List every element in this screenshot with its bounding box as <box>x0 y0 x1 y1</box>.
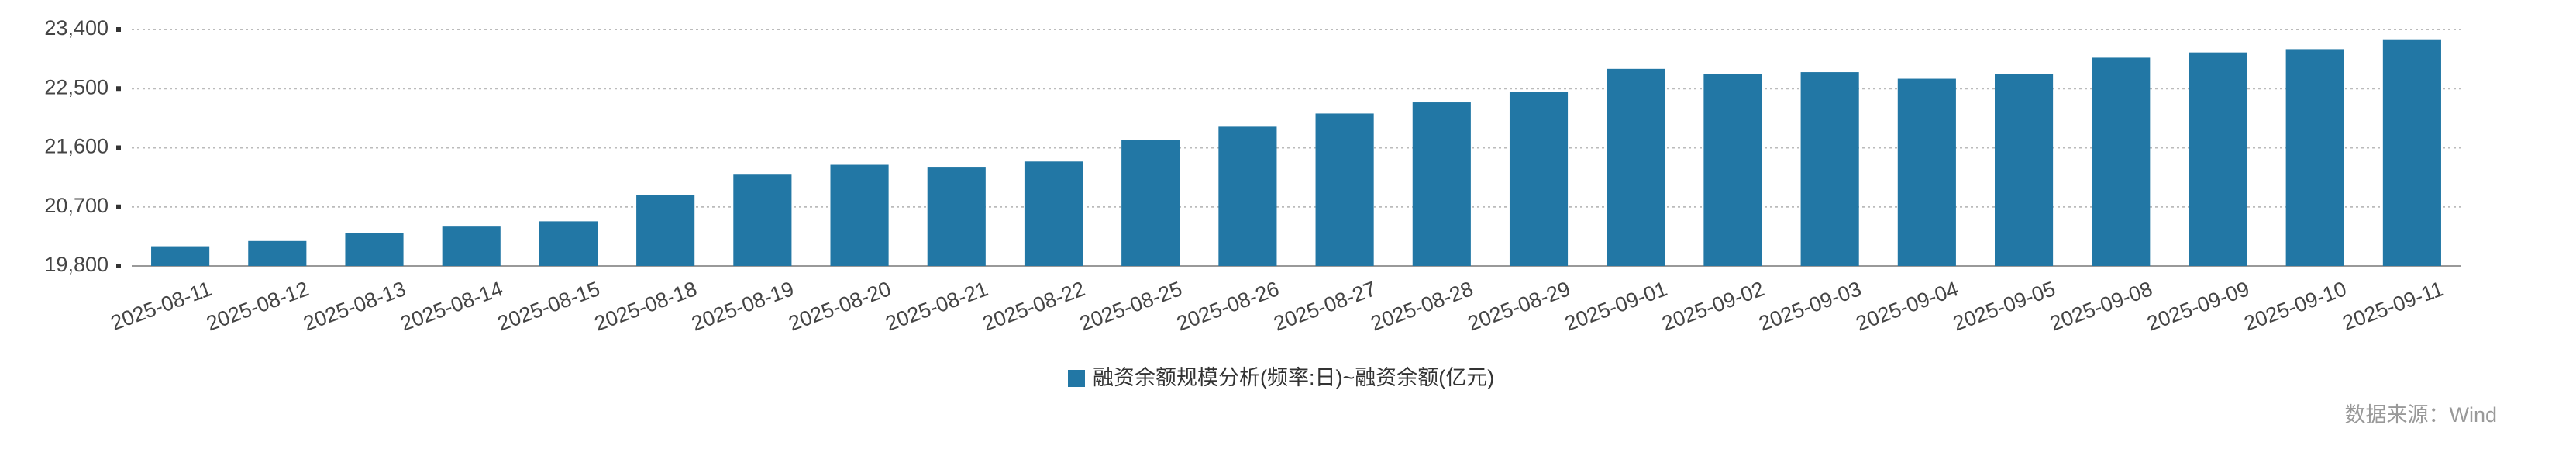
source-note: 数据来源：Wind <box>2344 403 2497 427</box>
y-tick-label: 21,600 <box>44 135 108 158</box>
bar <box>1024 161 1083 266</box>
bar <box>1509 92 1569 266</box>
bar <box>1607 68 1665 266</box>
x-tick-label: 2025-08-11 <box>108 277 215 335</box>
x-tick-label: 2025-08-15 <box>494 277 603 335</box>
x-tick-label: 2025-08-18 <box>591 277 700 335</box>
bar <box>248 240 307 266</box>
bar <box>151 246 210 266</box>
bar <box>733 174 792 266</box>
x-tick-label: 2025-08-29 <box>1465 277 1573 335</box>
x-tick-label: 2025-08-19 <box>688 277 797 335</box>
bar <box>2382 39 2441 266</box>
bar <box>2092 57 2151 267</box>
bar <box>539 221 598 266</box>
x-tick-label: 2025-09-01 <box>1562 277 1670 335</box>
bar <box>2189 52 2247 267</box>
x-tick-label: 2025-09-02 <box>1658 277 1767 335</box>
x-tick-label: 2025-08-13 <box>300 277 408 335</box>
y-tick-mark <box>116 145 121 150</box>
x-tick-label: 2025-09-08 <box>2047 277 2155 335</box>
bar <box>2285 49 2344 267</box>
x-tick-label: 2025-08-20 <box>785 277 894 335</box>
x-tick-label: 2025-08-12 <box>203 277 312 335</box>
y-tick-label: 20,700 <box>44 194 108 217</box>
bar <box>1218 126 1277 266</box>
x-tick-label: 2025-09-03 <box>1756 277 1865 335</box>
y-tick-label: 23,400 <box>44 16 108 40</box>
y-tick-mark <box>116 27 121 32</box>
x-tick-label: 2025-08-14 <box>398 277 506 335</box>
bar <box>1703 74 1762 266</box>
y-tick-label: 22,500 <box>44 75 108 98</box>
x-tick-label: 2025-08-25 <box>1076 277 1185 335</box>
x-tick-label: 2025-08-26 <box>1173 277 1282 335</box>
bar <box>1315 113 1374 266</box>
y-tick-label: 19,800 <box>44 253 108 276</box>
bar <box>1121 140 1180 266</box>
legend-label: 融资余额规模分析(频率:日)~融资余额(亿元) <box>1093 366 1494 389</box>
bar <box>1897 78 1956 267</box>
x-tick-label: 2025-09-09 <box>2144 277 2252 335</box>
bar <box>1412 102 1471 266</box>
bar <box>1800 72 1859 266</box>
x-tick-label: 2025-09-05 <box>1950 277 2058 335</box>
x-tick-label: 2025-09-10 <box>2241 277 2350 335</box>
y-tick-mark <box>116 204 121 209</box>
x-tick-label: 2025-08-22 <box>980 277 1088 335</box>
x-tick-label: 2025-08-21 <box>883 277 991 335</box>
bar <box>830 164 889 266</box>
bar <box>442 226 501 266</box>
x-tick-label: 2025-09-11 <box>2340 277 2447 335</box>
x-tick-label: 2025-08-27 <box>1271 277 1379 335</box>
y-tick-mark <box>116 86 121 92</box>
bar <box>927 167 986 266</box>
legend-swatch <box>1068 370 1085 387</box>
x-tick-label: 2025-09-04 <box>1853 277 1961 335</box>
bar <box>1995 74 2054 266</box>
x-tick-label: 2025-08-28 <box>1368 277 1476 335</box>
y-tick-mark <box>116 264 121 268</box>
bar <box>345 233 404 266</box>
bar <box>636 195 695 266</box>
